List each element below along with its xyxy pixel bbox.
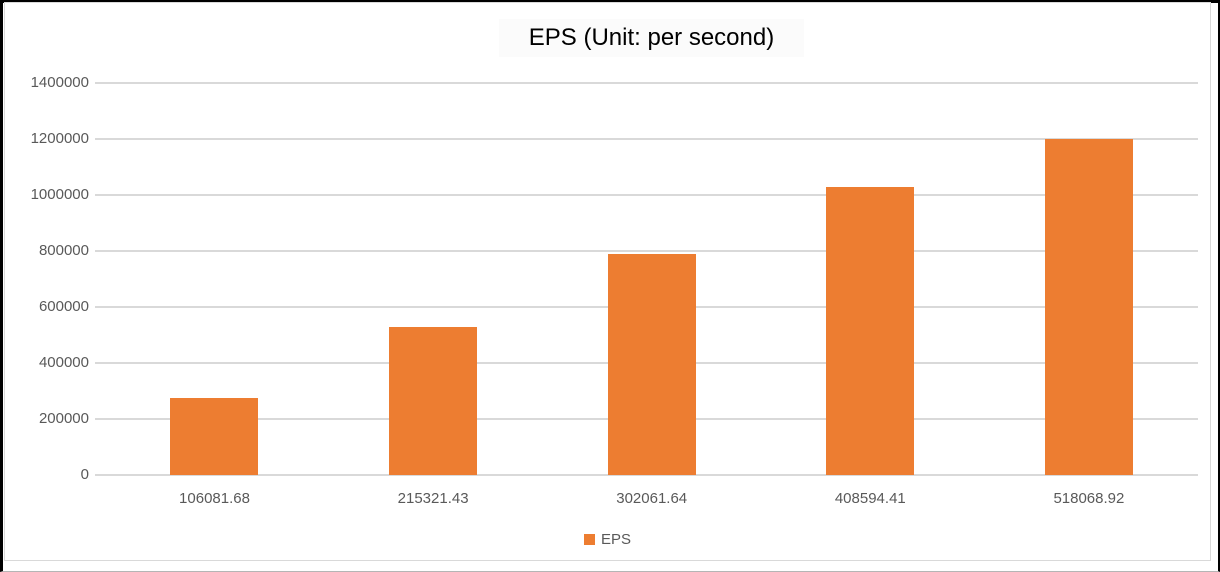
x-axis-label: 408594.41 [834, 490, 906, 507]
y-axis-tick [95, 474, 105, 476]
y-axis-label: 400000 [38, 354, 89, 371]
x-axis-label: 302061.64 [616, 490, 688, 507]
y-axis-tick [95, 250, 105, 252]
legend: EPS [5, 531, 1210, 550]
chart-frame: EPS (Unit: per second) 0 200000 400000 6000… [4, 2, 1211, 561]
gridline [105, 82, 1198, 84]
y-axis-label: 600000 [38, 298, 89, 315]
bar [388, 326, 477, 475]
plot-area [105, 82, 1198, 476]
y-axis-label: 0 [80, 466, 89, 483]
x-axis-label: 518068.92 [1053, 490, 1125, 507]
y-axis-tick [95, 194, 105, 196]
y-axis-label: 800000 [38, 242, 89, 259]
x-axis-label: 106081.68 [179, 490, 250, 507]
y-axis-tick [95, 82, 105, 84]
chart-title: EPS (Unit: per second) [105, 19, 1198, 57]
legend-entry-eps: EPS [583, 531, 631, 548]
gridline [105, 138, 1198, 140]
gridline [105, 250, 1198, 252]
y-axis-label: 1200000 [30, 130, 89, 147]
chart-title-text: EPS (Unit: per second) [498, 19, 805, 57]
y-axis-label: 200000 [38, 410, 89, 427]
y-axis-label: 1400000 [30, 74, 89, 91]
legend-label: EPS [600, 531, 631, 548]
bar [826, 186, 915, 475]
gridline [105, 474, 1198, 476]
gridline [105, 194, 1198, 196]
bar [170, 398, 259, 475]
y-axis-label: 1000000 [30, 186, 89, 203]
bar [1044, 139, 1133, 475]
bar [607, 253, 696, 475]
x-axis-label: 215321.43 [397, 490, 469, 507]
y-axis-tick [95, 306, 105, 308]
legend-swatch-icon [583, 534, 595, 545]
y-axis-tick [95, 138, 105, 140]
y-axis-tick [95, 418, 105, 420]
y-axis-tick [95, 362, 105, 364]
